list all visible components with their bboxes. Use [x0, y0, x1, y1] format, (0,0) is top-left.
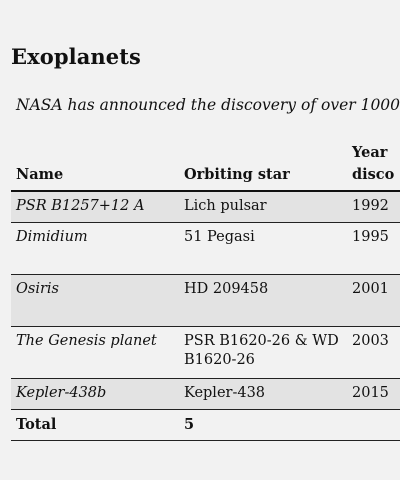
orbiting-star: Lich pulsar [179, 191, 347, 223]
column-header-year: Year disco [347, 142, 400, 192]
intro-text: NASA has announced the discovery of over… [16, 96, 400, 114]
total-year-empty [347, 409, 400, 441]
column-header-star: Orbiting star [179, 142, 347, 192]
orbiting-star: 51 Pegasi [179, 222, 347, 275]
orbiting-star: HD 209458 [179, 274, 347, 327]
table-row: The Genesis planet PSR B1620-26 & WD B16… [11, 326, 400, 379]
total-row: Total 5 [11, 409, 400, 441]
total-label: Total [11, 409, 179, 441]
table-row: Kepler-438b Kepler-438 2015 [11, 378, 400, 410]
planet-name: Dimidium [11, 222, 179, 275]
discovery-year: 2003 [347, 326, 400, 379]
column-header-year-line1: Year [352, 144, 388, 161]
table-row: Osiris HD 209458 2001 [11, 274, 400, 327]
planet-name: The Genesis planet [11, 326, 179, 379]
table-row: Dimidium 51 Pegasi 1995 [11, 222, 400, 275]
planet-name: Kepler-438b [11, 378, 179, 410]
total-value: 5 [179, 409, 347, 441]
planet-name: PSR B1257+12 A [11, 191, 179, 223]
exoplanets-table: Name Orbiting star Year disco PSR B1257+1… [11, 142, 400, 441]
page-title: Exoplanets [11, 44, 141, 69]
orbiting-star: PSR B1620-26 & WD B1620-26 [179, 326, 347, 379]
table-row: PSR B1257+12 A Lich pulsar 1992 [11, 191, 400, 223]
discovery-year: 1992 [347, 191, 400, 223]
planet-name: Osiris [11, 274, 179, 327]
column-header-name: Name [11, 142, 179, 192]
discovery-year: 1995 [347, 222, 400, 275]
table-header-row: Name Orbiting star Year disco [11, 142, 400, 192]
orbiting-star: Kepler-438 [179, 378, 347, 410]
discovery-year: 2001 [347, 274, 400, 327]
column-header-year-line2: disco [352, 166, 395, 183]
discovery-year: 2015 [347, 378, 400, 410]
